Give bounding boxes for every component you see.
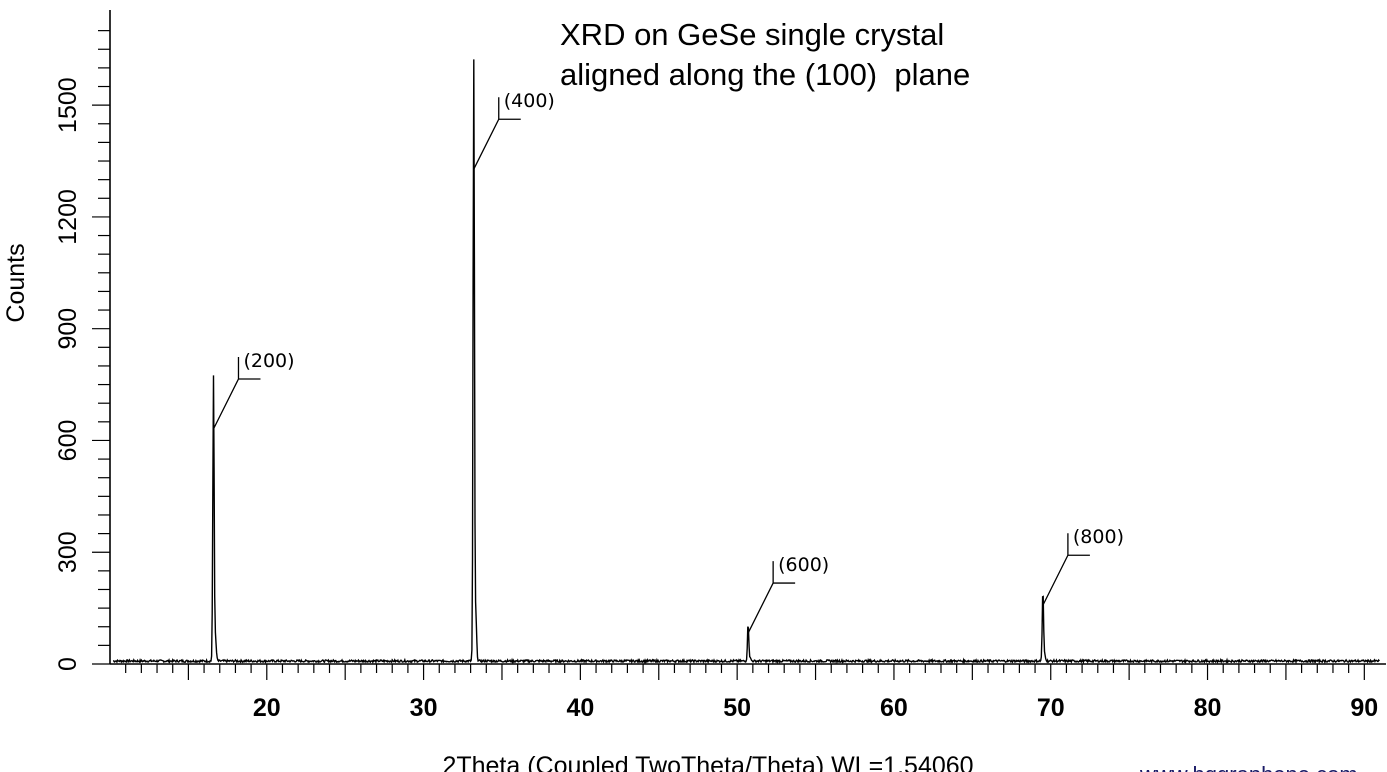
peak-labels: (200) (400) (600) (800) — [212, 90, 1124, 634]
y-tick-label: 0 — [54, 657, 82, 671]
series-line — [113, 59, 1380, 665]
axes — [109, 10, 1386, 665]
peak-label-group: (200) — [212, 350, 295, 430]
y-axis-ticks: 0 300 600 900 1200 1500 — [54, 30, 110, 671]
x-axis-ticks: 20 30 40 50 60 70 80 90 — [125, 664, 1378, 722]
y-tick-label: 1500 — [54, 77, 82, 133]
watermark: www.hqgraphene.com — [1139, 762, 1358, 772]
y-tick-label: 600 — [54, 420, 82, 462]
peak-label-group: (600) — [747, 554, 829, 634]
chart-title-line2: aligned along the (100) plane — [560, 57, 970, 92]
x-tick-label: 20 — [253, 694, 281, 722]
x-tick-label: 50 — [723, 694, 751, 722]
peak-label: (400) — [504, 90, 555, 112]
peak-label-group: (400) — [473, 90, 555, 170]
peak-label: (200) — [243, 350, 294, 372]
x-tick-label: 80 — [1194, 694, 1222, 722]
y-tick-label: 300 — [54, 531, 82, 573]
peak-label: (600) — [778, 554, 829, 576]
x-tick-label: 60 — [880, 694, 908, 722]
x-tick-label: 90 — [1350, 694, 1378, 722]
x-axis-label: 2Theta (Coupled TwoTheta/Theta) WL=1.540… — [442, 752, 973, 772]
chart-title-line1: XRD on GeSe single crystal — [560, 17, 944, 52]
x-tick-label: 30 — [410, 694, 438, 722]
y-tick-label: 1200 — [54, 189, 82, 245]
x-tick-label: 70 — [1037, 694, 1065, 722]
peak-label-group: (800) — [1042, 526, 1124, 606]
peak-leader-line — [747, 561, 796, 634]
y-tick-label: 900 — [54, 308, 82, 350]
peak-leader-line — [1042, 533, 1090, 606]
x-tick-label: 40 — [566, 694, 594, 722]
peak-leader-line — [473, 97, 521, 170]
y-axis-label: Counts — [2, 243, 30, 322]
peak-label: (800) — [1073, 526, 1124, 548]
peak-leader-line — [212, 356, 261, 430]
